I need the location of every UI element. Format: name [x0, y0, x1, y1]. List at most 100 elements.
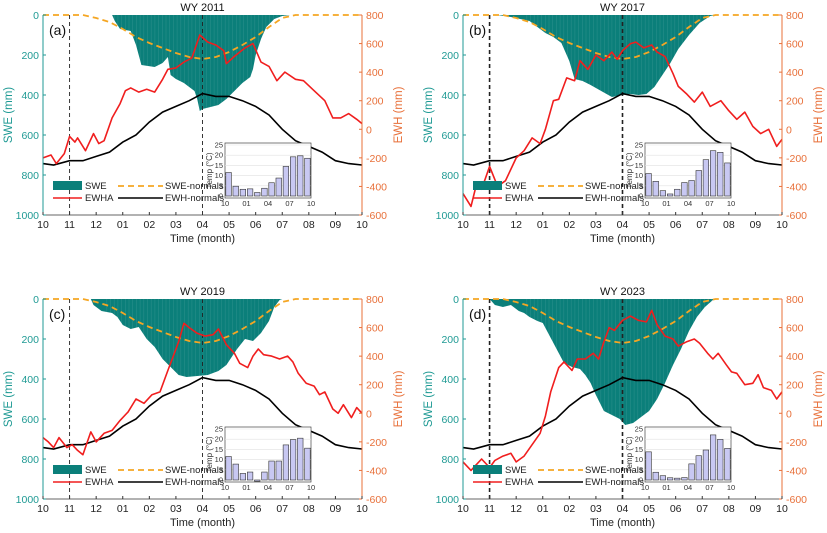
ewha-line	[462, 309, 783, 472]
x-tick-label: 09	[330, 219, 342, 231]
inset-y-tick-label: 15	[215, 445, 223, 454]
x-tick-label: 01	[537, 219, 549, 231]
inset-bar	[225, 456, 232, 481]
inset-bar	[289, 439, 297, 481]
inset-y-tick-label: 10	[215, 171, 223, 180]
x-tick-label: 06	[670, 503, 682, 515]
x-tick-label: 02	[563, 219, 575, 231]
x-tick-label: 11	[484, 503, 495, 515]
swe-area	[43, 15, 362, 111]
swe-normals-line	[463, 14, 782, 60]
legend-swatch-swe	[473, 181, 502, 190]
right-tick-label: 800	[786, 294, 804, 306]
right-tick-label: 400	[786, 351, 804, 363]
left-tick-label: 400	[441, 90, 459, 102]
x-tick-label: 08	[303, 503, 315, 515]
legend-label-ewh-normals: EWH-normals	[585, 477, 644, 488]
x-tick-label: 03	[170, 503, 182, 515]
panel-label: (a)	[49, 22, 66, 38]
inset-bar	[268, 460, 275, 481]
x-tick-label: 12	[90, 219, 102, 231]
inset-x-tick-label: 01	[662, 483, 670, 492]
inset-y-tick-label: 15	[635, 445, 643, 454]
inset-frame	[224, 426, 312, 483]
inset-x-tick-label: 10	[641, 199, 649, 208]
inset-bar	[724, 162, 731, 197]
inset-y-tick-label: 5	[639, 181, 643, 190]
legend-label-swe-normals: SWE-normals	[585, 465, 644, 476]
inset-bar	[289, 156, 297, 197]
right-tick-label: 0	[786, 124, 792, 136]
inset-y-tick-label: 10	[215, 455, 223, 464]
x-tick-label: 03	[590, 219, 602, 231]
panel-c: 020040060080010008006004002000-200-400-6…	[3, 286, 405, 529]
inset-y-axis-label: Temp (°C)	[205, 436, 214, 472]
inset-bar	[225, 172, 232, 197]
right-tick-label: 0	[366, 124, 372, 136]
right-tick-label: -400	[366, 465, 387, 477]
left-tick-label: 600	[21, 130, 39, 142]
inset-bar	[297, 155, 304, 197]
right-tick-label: -200	[786, 437, 807, 449]
inset-bar	[688, 180, 695, 197]
legend-label-swe: SWE	[85, 181, 107, 192]
x-tick-label: 02	[143, 219, 155, 231]
inset-bar	[688, 463, 695, 481]
inset-bar	[247, 471, 254, 481]
x-axis-label: Time (month)	[170, 517, 235, 529]
inset-x-tick-label: 04	[264, 483, 272, 492]
inset-bar	[304, 157, 311, 197]
inset-bar	[297, 437, 304, 481]
left-axis-label: SWE (mm)	[3, 371, 15, 427]
inset-bar	[681, 182, 688, 197]
x-tick-label: 03	[590, 503, 602, 515]
right-tick-label: -200	[366, 437, 387, 449]
panel-label: (d)	[469, 306, 486, 322]
left-tick-label: 600	[441, 414, 459, 426]
inset-x-tick-label: 10	[727, 483, 735, 492]
left-tick-label: 0	[453, 294, 459, 306]
legend-label-ewh-normals: EWH-normals	[585, 193, 644, 204]
inset-x-tick-label: 07	[705, 199, 713, 208]
left-tick-label: 800	[21, 170, 39, 182]
inset-x-tick-label: 07	[705, 483, 713, 492]
inset-bar	[674, 188, 681, 197]
x-tick-label: 07	[696, 219, 708, 231]
left-tick-label: 600	[441, 130, 459, 142]
x-tick-label: 08	[723, 219, 735, 231]
right-tick-label: 600	[786, 39, 804, 51]
x-tick-label: 10	[37, 503, 49, 515]
swe-normals-line	[463, 298, 782, 344]
inset-y-tick-label: 20	[635, 151, 643, 160]
inset-bar	[275, 460, 282, 481]
x-tick-label: 09	[330, 503, 342, 515]
inset-bar	[232, 185, 239, 197]
x-tick-label: 10	[776, 219, 788, 231]
inset-bar	[702, 159, 710, 197]
left-tick-label: 800	[21, 454, 39, 466]
inset-bar	[268, 182, 275, 197]
legend-swatch-swe	[53, 181, 82, 190]
inset-x-tick-label: 04	[684, 199, 692, 208]
inset-bar	[717, 152, 724, 197]
right-tick-label: -400	[786, 181, 807, 193]
left-tick-label: 200	[441, 334, 459, 346]
x-tick-label: 01	[117, 503, 129, 515]
x-tick-label: 09	[750, 503, 762, 515]
left-tick-label: 400	[21, 374, 39, 386]
right-tick-label: -600	[366, 210, 387, 222]
inset-y-tick-label: 10	[635, 171, 643, 180]
x-axis-label: Time (month)	[170, 233, 235, 245]
inset-y-tick-label: 25	[635, 425, 643, 434]
legend-label-ewha: EWHA	[85, 477, 114, 488]
inset-y-tick-label: 5	[219, 465, 223, 474]
right-tick-label: 600	[786, 323, 804, 335]
inset-x-tick-label: 10	[221, 483, 229, 492]
x-tick-label: 07	[276, 503, 288, 515]
inset-y-tick-label: 15	[635, 161, 643, 170]
left-tick-label: 1000	[436, 494, 460, 506]
inset-x-tick-label: 04	[684, 483, 692, 492]
right-tick-label: 200	[366, 380, 384, 392]
